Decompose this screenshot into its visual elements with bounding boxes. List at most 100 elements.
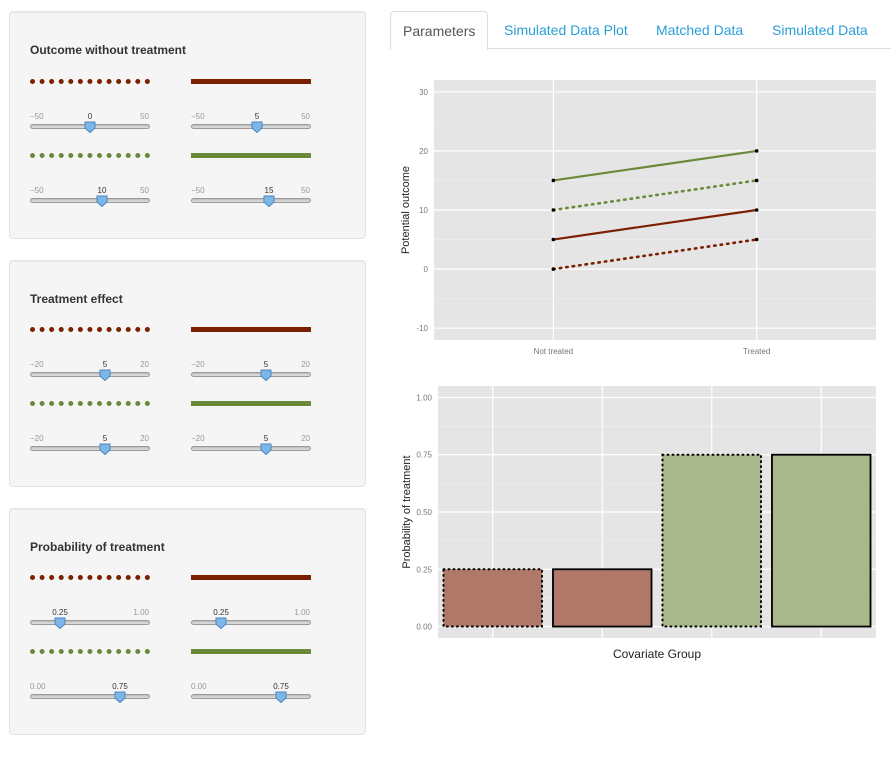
slider-value-label: 0.25 — [52, 608, 68, 617]
outcome-slider-green-solid[interactable]: −50 50 15 — [191, 186, 311, 216]
effect-slider-green-dotted[interactable]: −20 20 5 — [30, 434, 150, 464]
outcome-slider-green-dotted[interactable]: −50 50 10 — [30, 186, 150, 216]
legend-green-dotted — [30, 649, 150, 654]
bar — [771, 453, 872, 628]
legend-green-solid — [191, 153, 311, 158]
bar — [661, 453, 763, 628]
slider-max-label: 50 — [140, 186, 149, 195]
slider-track[interactable] — [191, 694, 311, 699]
slider-max-label: 50 — [301, 186, 310, 195]
slider-track[interactable] — [191, 620, 311, 625]
slider-max-label: 20 — [301, 434, 310, 443]
treatment-effect-panel: Treatment effect −20 20 5 −20 20 5 −20 20 5 −2… — [9, 260, 366, 487]
series-line — [552, 238, 758, 271]
slider-value-label: 5 — [263, 434, 269, 443]
slider-value-label: 0.25 — [213, 608, 229, 617]
bar — [552, 568, 653, 628]
data-point — [551, 178, 556, 183]
data-point — [754, 237, 759, 242]
legend-red-solid — [191, 327, 311, 332]
tab-parameters[interactable]: Parameters — [390, 11, 489, 50]
prob-slider-green-dotted[interactable]: 0.00 0.75 — [30, 682, 150, 712]
slider-track[interactable] — [30, 198, 150, 203]
slider-track[interactable] — [30, 372, 150, 377]
legend-red-solid — [191, 79, 311, 84]
slider-min-label: −50 — [191, 186, 205, 195]
slider-track[interactable] — [191, 198, 311, 203]
slider-max-label: 1.00 — [294, 608, 310, 617]
slider-max-label: 20 — [140, 434, 149, 443]
slider-handle[interactable] — [54, 617, 66, 629]
slider-handle[interactable] — [99, 369, 111, 381]
effect-slider-red-solid[interactable]: −20 20 5 — [191, 360, 311, 390]
slider-value-label: 0.75 — [112, 682, 128, 691]
series-line — [553, 208, 757, 241]
x-tick-label: Treated — [743, 347, 770, 356]
y-tick-label: 20 — [419, 147, 428, 156]
x-tick-label: Not treated — [534, 347, 574, 356]
slider-handle[interactable] — [99, 443, 111, 455]
legend-red-solid — [191, 575, 311, 580]
slider-value-label: 5 — [254, 112, 260, 121]
data-point — [551, 208, 556, 212]
tab-matched-data[interactable]: Matched Data — [656, 22, 744, 38]
y-tick-label: 0.25 — [416, 565, 432, 574]
tab-simulated-data[interactable]: Simulated Data — [772, 22, 868, 38]
y-tick-label: -10 — [416, 324, 428, 333]
data-point — [551, 267, 556, 271]
y-tick-label: 0.75 — [416, 451, 432, 460]
slider-track[interactable] — [191, 446, 311, 451]
series-line — [552, 179, 758, 212]
slider-track[interactable] — [191, 124, 311, 129]
slider-min-label: −20 — [30, 434, 44, 443]
prob-slider-red-solid[interactable]: 1.00 0.25 — [191, 608, 311, 638]
probability-panel: Probability of treatment 1.00 0.25 1.00 0.… — [9, 508, 366, 735]
effect-slider-red-dotted[interactable]: −20 20 5 — [30, 360, 150, 390]
slider-track[interactable] — [191, 372, 311, 377]
slider-max-label: 20 — [140, 360, 149, 369]
slider-min-label: −20 — [191, 434, 205, 443]
treatment-effect-panel-title: Treatment effect — [30, 292, 123, 306]
y-axis-label: Probability of treatment — [401, 455, 413, 568]
slider-handle[interactable] — [251, 121, 263, 133]
slider-handle[interactable] — [84, 121, 96, 133]
probability-panel-title: Probability of treatment — [30, 540, 165, 554]
slider-min-label: −20 — [191, 360, 205, 369]
data-point — [754, 149, 759, 153]
slider-handle[interactable] — [260, 443, 272, 455]
legend-green-dotted — [30, 401, 150, 406]
slider-min-label: −50 — [30, 186, 44, 195]
slider-handle[interactable] — [260, 369, 272, 381]
slider-track[interactable] — [30, 620, 150, 625]
slider-handle[interactable] — [263, 195, 275, 207]
y-tick-label: 0.00 — [416, 623, 432, 632]
slider-value-label: 0 — [87, 112, 93, 121]
slider-min-label: −20 — [30, 360, 44, 369]
y-tick-label: 10 — [419, 206, 428, 215]
legend-green-dotted — [30, 153, 150, 158]
y-tick-label: 0.50 — [416, 508, 432, 517]
slider-track[interactable] — [30, 694, 150, 699]
slider-max-label: 1.00 — [133, 608, 149, 617]
slider-handle[interactable] — [96, 195, 108, 207]
data-point — [754, 178, 759, 183]
slider-value-label: 5 — [263, 360, 269, 369]
effect-slider-green-solid[interactable]: −20 20 5 — [191, 434, 311, 464]
legend-green-solid — [191, 401, 311, 406]
y-tick-label: 0 — [424, 265, 429, 274]
slider-value-label: 5 — [102, 360, 108, 369]
slider-track[interactable] — [30, 446, 150, 451]
prob-slider-red-dotted[interactable]: 1.00 0.25 — [30, 608, 150, 638]
slider-max-label: 20 — [301, 360, 310, 369]
outcome-panel-title: Outcome without treatment — [30, 43, 187, 57]
outcome-slider-red-solid[interactable]: −50 50 5 — [191, 112, 311, 142]
outcome-slider-red-dotted[interactable]: −50 50 0 — [30, 112, 150, 142]
legend-green-solid — [191, 649, 311, 654]
y-tick-label: 1.00 — [416, 393, 432, 402]
tab-simulated-data-plot[interactable]: Simulated Data Plot — [504, 22, 628, 38]
slider-handle[interactable] — [275, 691, 287, 703]
slider-handle[interactable] — [215, 617, 227, 629]
prob-slider-green-solid[interactable]: 0.00 0.75 — [191, 682, 311, 712]
slider-handle[interactable] — [114, 691, 126, 703]
series-line — [553, 149, 757, 182]
